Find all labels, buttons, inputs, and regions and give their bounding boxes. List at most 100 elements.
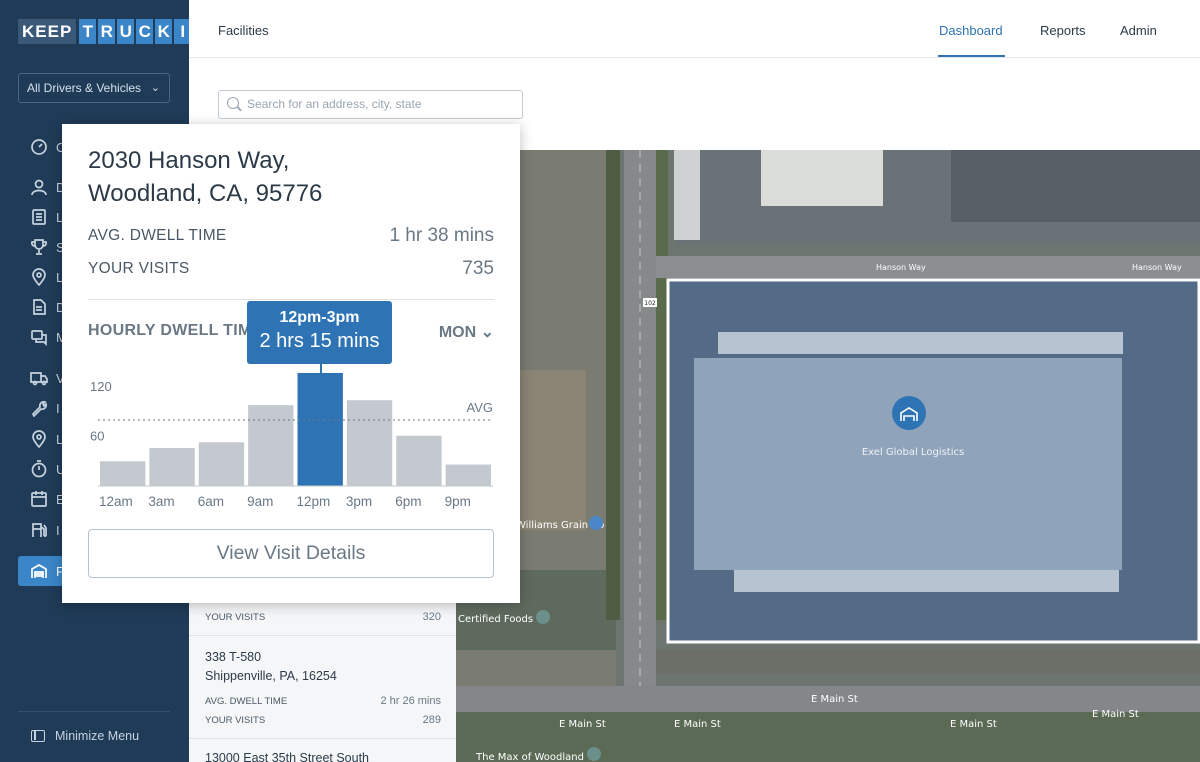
dwell-label: AVG. DWELL TIME xyxy=(205,696,288,707)
satellite-map[interactable]: Hanson Way Hanson Way Exel Global Logist… xyxy=(456,150,1200,762)
road-label: E Main St xyxy=(559,719,606,730)
list-item[interactable]: 338 T-580 Shippenville, PA, 16254 AVG. D… xyxy=(189,636,456,739)
trophy-icon[interactable] xyxy=(30,238,48,256)
avg-dwell-value: 1 hr 38 mins xyxy=(389,225,494,246)
y-tick-label: 60 xyxy=(90,429,104,444)
x-tick-label: 6pm xyxy=(395,494,421,509)
road-label: E Main St xyxy=(950,719,997,730)
bar[interactable] xyxy=(100,461,146,486)
breadcrumb[interactable]: Facilities xyxy=(218,23,269,38)
avg-dwell-label: AVG. DWELL TIME xyxy=(88,227,227,244)
sidebar-item-letter[interactable]: I xyxy=(56,401,60,416)
road-label: Hanson Way xyxy=(876,263,926,272)
road-label: E Main St xyxy=(1092,709,1139,720)
sidebar-item-letter[interactable]: O xyxy=(56,140,66,155)
day-select-value: MON xyxy=(438,324,477,341)
address-line-2: Woodland, CA, 95776 xyxy=(88,180,323,207)
visits-label: YOUR VISITS xyxy=(205,715,266,726)
sidebar-item-letter[interactable]: L xyxy=(56,210,64,225)
sidebar-item-letter[interactable]: L xyxy=(56,432,64,447)
road-label: E Main St xyxy=(674,719,721,730)
search-icon xyxy=(227,97,239,109)
map-imagery: Hanson Way Hanson Way Exel Global Logist… xyxy=(456,150,1200,762)
driver-vehicle-filter[interactable]: All Drivers & Vehicles ⌄ xyxy=(18,73,170,103)
x-tick-label: 12pm xyxy=(297,494,331,509)
sidebar-item-letter[interactable]: I xyxy=(56,523,60,538)
sidebar-item-letter[interactable]: M xyxy=(56,330,67,345)
wrench-icon[interactable] xyxy=(30,399,48,418)
sidebar-item-letter[interactable]: L xyxy=(56,270,64,285)
facility-popup: 2030 Hanson Way, Woodland, CA, 95776 AVG… xyxy=(62,124,520,603)
x-tick-label: 3pm xyxy=(346,494,372,509)
bar[interactable] xyxy=(297,372,343,486)
sidebar-item-letter[interactable]: D xyxy=(56,300,66,315)
minimize-menu-button[interactable]: Minimize Menu xyxy=(18,711,170,743)
keeptruckin-logo[interactable]: KEEP T R U C K I N xyxy=(18,19,212,44)
x-tick-label: 9pm xyxy=(445,494,471,509)
chevron-down-icon: ⌄ xyxy=(150,82,160,94)
document-icon[interactable] xyxy=(30,298,48,316)
warehouse-icon[interactable] xyxy=(30,562,48,580)
route-shield: 102 xyxy=(644,300,656,307)
visits-value: 735 xyxy=(462,258,494,279)
hourly-dwell-label: HOURLY DWELL TIME xyxy=(88,322,263,339)
messages-icon[interactable] xyxy=(30,328,48,347)
dwell-tooltip: 12pm-3pm 2 hrs 15 mins xyxy=(247,301,392,364)
tooltip-pointer xyxy=(320,364,322,376)
sidebar-item-letter[interactable]: F xyxy=(56,564,64,579)
stopwatch-icon[interactable] xyxy=(30,460,48,478)
user-icon[interactable] xyxy=(30,178,48,196)
x-tick-label: 3am xyxy=(148,494,174,509)
y-tick-label: 120 xyxy=(90,379,112,394)
poi-label: Williams Grain Co xyxy=(516,520,604,531)
bar[interactable] xyxy=(198,442,245,486)
tab-dashboard[interactable]: Dashboard xyxy=(939,23,1003,38)
poi-label: Certified Foods xyxy=(458,614,533,625)
bar[interactable] xyxy=(445,464,491,486)
view-visit-details-button[interactable]: View Visit Details xyxy=(88,529,494,578)
x-tick-label: 12am xyxy=(99,494,133,509)
search-input[interactable]: Search for an address, city, state xyxy=(218,90,523,119)
sidebar-item-letter[interactable]: S xyxy=(56,240,65,255)
tooltip-time: 12pm-3pm xyxy=(279,309,360,326)
list-item[interactable]: 13000 East 35th Street South xyxy=(189,739,456,762)
chevron-down-icon: ⌄ xyxy=(480,324,494,341)
sidebar-item-letter[interactable]: E xyxy=(56,492,65,507)
logs-icon[interactable] xyxy=(30,208,48,226)
bar[interactable] xyxy=(346,400,393,486)
fuel-icon[interactable] xyxy=(30,521,48,539)
road-label: E Main St xyxy=(811,694,858,705)
address-line-1: 2030 Hanson Way, xyxy=(88,147,290,174)
visits-label: YOUR VISITS xyxy=(205,612,266,623)
truck-icon[interactable] xyxy=(30,369,48,387)
calendar-icon[interactable] xyxy=(30,490,48,508)
list-address: 13000 East 35th Street South xyxy=(205,751,370,762)
day-select[interactable]: MON ⌄ xyxy=(439,322,494,342)
tab-reports[interactable]: Reports xyxy=(1040,23,1086,38)
filter-label: All Drivers & Vehicles xyxy=(27,81,142,95)
tab-admin[interactable]: Admin xyxy=(1120,23,1157,38)
facility-list: YOUR VISITS 320 338 T-580 Shippenville, … xyxy=(189,600,456,762)
facility-address: 2030 Hanson Way, Woodland, CA, 95776 xyxy=(88,144,322,210)
sidebar-item-letter[interactable]: U xyxy=(56,462,66,477)
collapse-icon xyxy=(31,730,45,742)
search-placeholder: Search for an address, city, state xyxy=(247,97,422,111)
pin-icon[interactable] xyxy=(30,430,48,449)
sidebar-item-letter[interactable]: D xyxy=(56,180,66,195)
bar[interactable] xyxy=(149,448,195,486)
list-address: 338 T-580 xyxy=(205,650,262,664)
sidebar-item-letter[interactable]: V xyxy=(56,371,65,386)
avg-label: AVG xyxy=(467,400,494,415)
top-bar: Facilities Dashboard Reports Admin xyxy=(189,0,1200,58)
dashboard-icon[interactable] xyxy=(30,138,48,156)
divider xyxy=(88,299,494,300)
hourly-dwell-chart: 60 120 12am 3am 6am 9am 12pm 3pm 6pm 9pm AVG xyxy=(90,372,494,509)
active-tab-indicator xyxy=(938,55,1005,57)
list-address-city: Shippenville, PA, 16254 xyxy=(205,669,337,683)
dwell-value: 2 hr 26 mins xyxy=(380,695,441,707)
poi-label: The Max of Woodland xyxy=(475,752,584,762)
list-item[interactable]: YOUR VISITS 320 xyxy=(189,600,456,636)
bar[interactable] xyxy=(248,405,294,486)
location-pin-icon[interactable] xyxy=(30,268,48,287)
bar[interactable] xyxy=(396,435,442,486)
